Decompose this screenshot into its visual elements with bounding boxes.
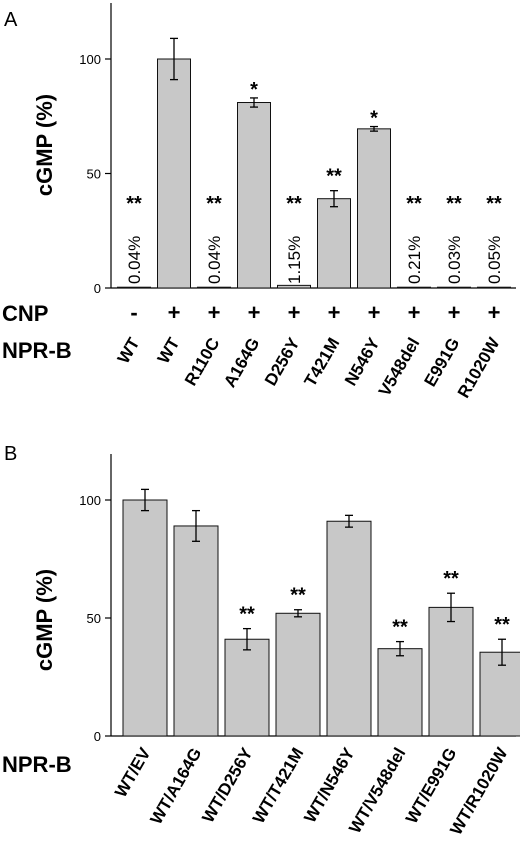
- panel-b-npr-row-label: NPR-B: [2, 752, 72, 777]
- bar: [237, 102, 271, 289]
- significance-marker: **: [443, 568, 459, 590]
- y-tick-label: 100: [79, 52, 101, 67]
- panel-a-y-axis-label: cGMP (%): [32, 94, 57, 196]
- bar: [317, 198, 351, 289]
- category-label: R110C: [181, 335, 223, 390]
- category-label: WT/EV: [111, 744, 155, 801]
- category-label: WT/N546Y: [300, 744, 358, 826]
- bar: [173, 525, 219, 737]
- significance-marker: **: [239, 604, 255, 626]
- significance-marker: **: [290, 585, 306, 607]
- significance-marker: **: [446, 193, 462, 215]
- bar: [117, 286, 151, 289]
- panel-b-y-axis-label: cGMP (%): [32, 569, 57, 671]
- category-label: WT: [154, 334, 184, 367]
- category-label: N546Y: [341, 334, 384, 389]
- y-tick-label: 50: [87, 167, 101, 182]
- cnp-marker: -: [130, 300, 137, 325]
- panel-a-error-bars: [170, 37, 378, 208]
- significance-marker: **: [494, 614, 510, 636]
- bar: [397, 286, 431, 289]
- value-label: 0.04%: [205, 236, 224, 284]
- panel-b-error-bars: [141, 488, 506, 666]
- significance-marker: **: [286, 193, 302, 215]
- bar: [122, 499, 168, 737]
- bar: [197, 286, 231, 289]
- cnp-marker: +: [368, 300, 381, 325]
- significance-marker: **: [406, 193, 422, 215]
- bar: [477, 286, 511, 289]
- panel-a-cnp-row: - + + + + + + + + +: [130, 300, 500, 325]
- significance-marker: **: [326, 166, 342, 188]
- cnp-marker: +: [328, 300, 341, 325]
- bar: [357, 128, 391, 289]
- bar: [275, 612, 321, 737]
- panel-b-y-ticks: 0 50 100: [79, 493, 111, 744]
- value-label: 0.03%: [445, 236, 464, 284]
- category-label: E991G: [421, 335, 464, 390]
- panel-a-value-labels: 0.04% 0.04% 1.15% 0.21% 0.03% 0.05%: [125, 236, 504, 284]
- bar: [326, 520, 372, 737]
- cnp-marker: +: [408, 300, 421, 325]
- cnp-marker: +: [208, 300, 221, 325]
- bar: [277, 284, 311, 289]
- significance-marker: **: [392, 617, 408, 639]
- panel-b: B cGMP (%) 0 50 100 ** ** ** ** ** NPR-B WT/EV…: [2, 443, 520, 838]
- significance-marker: *: [250, 79, 258, 101]
- panel-a-category-labels: WT WTR110CA164GD256YT421MN546YV548delE991…: [114, 334, 504, 402]
- value-label: 0.21%: [405, 236, 424, 284]
- panel-a-bars: [117, 58, 511, 289]
- panel-b-significance: ** ** ** ** **: [239, 568, 510, 638]
- bar: [224, 638, 270, 737]
- category-label: WT/D256Y: [198, 744, 256, 826]
- cnp-marker: +: [488, 300, 501, 325]
- significance-marker: **: [206, 193, 222, 215]
- panel-a-significance: ** ********** ** **: [126, 79, 502, 215]
- panel-a-npr-row-label: NPR-B: [2, 338, 72, 363]
- category-label: D256Y: [261, 334, 304, 389]
- y-tick-label: 100: [79, 493, 101, 508]
- bar: [157, 58, 191, 289]
- bar: [428, 606, 474, 737]
- bar: [377, 648, 423, 737]
- y-tick-label: 0: [94, 281, 101, 296]
- panel-a-y-ticks: 0 50 100: [79, 52, 111, 296]
- panel-a-letter: A: [4, 9, 18, 31]
- significance-marker: *: [370, 108, 378, 130]
- panel-b-letter: B: [4, 443, 17, 465]
- panel-a-cnp-row-label: CNP: [2, 301, 48, 326]
- category-label: A164G: [220, 335, 263, 391]
- y-tick-label: 50: [87, 611, 101, 626]
- bar: [437, 286, 471, 289]
- panel-b-bars: [122, 499, 520, 737]
- significance-marker: **: [126, 193, 142, 215]
- cnp-marker: +: [248, 300, 261, 325]
- bar: [479, 651, 520, 737]
- category-label: WT/T421M: [249, 745, 307, 827]
- category-label: T421M: [301, 335, 344, 390]
- category-label: WT: [114, 334, 144, 367]
- value-label: 0.05%: [485, 236, 504, 284]
- cnp-marker: +: [288, 300, 301, 325]
- significance-marker: **: [486, 193, 502, 215]
- category-label: WT/E991G: [402, 745, 461, 827]
- category-label: WT/A164G: [146, 745, 205, 828]
- cnp-marker: +: [168, 300, 181, 325]
- cnp-marker: +: [448, 300, 461, 325]
- value-label: 1.15%: [285, 236, 304, 284]
- y-tick-label: 0: [94, 729, 101, 744]
- value-label: 0.04%: [125, 236, 144, 284]
